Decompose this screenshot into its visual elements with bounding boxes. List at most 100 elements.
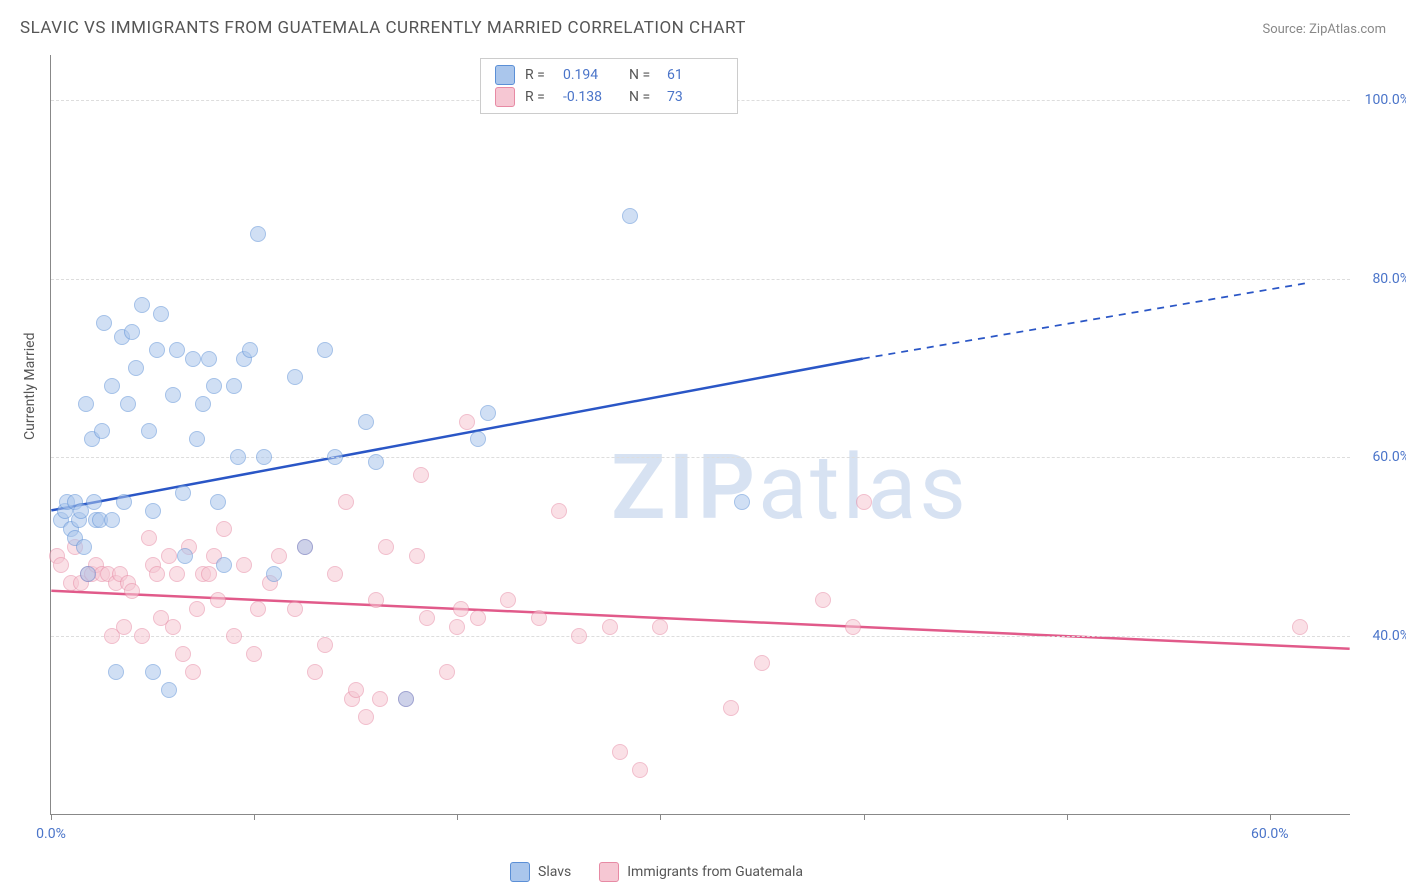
x-tick — [864, 814, 865, 820]
y-axis-title: Currently Married — [22, 333, 38, 440]
data-point-slavs — [287, 369, 303, 385]
n-label: N = — [629, 67, 657, 83]
legend-item-slavs: Slavs — [510, 862, 571, 882]
legend-label-slavs: Slavs — [538, 864, 571, 880]
y-tick-label: 60.0% — [1372, 449, 1406, 465]
data-point-slavs — [96, 315, 112, 331]
x-tick-label: 0.0% — [36, 826, 66, 842]
data-point-slavs — [80, 566, 96, 582]
legend-stats: R = 0.194 N = 61 R = -0.138 N = 73 — [480, 58, 738, 114]
data-point-slavs — [104, 512, 120, 528]
watermark: ZIPatlas — [611, 435, 969, 540]
data-point-guatemala — [612, 744, 628, 760]
data-point-guatemala — [470, 610, 486, 626]
data-point-guatemala — [439, 664, 455, 680]
legend-swatch-slavs — [495, 65, 515, 85]
data-point-guatemala — [531, 610, 547, 626]
data-point-guatemala — [185, 664, 201, 680]
gridline — [51, 279, 1350, 280]
data-point-guatemala — [287, 601, 303, 617]
data-point-slavs — [116, 494, 132, 510]
data-point-guatemala — [175, 646, 191, 662]
data-point-slavs — [242, 342, 258, 358]
data-point-slavs — [120, 396, 136, 412]
data-point-slavs — [161, 682, 177, 698]
data-point-slavs — [210, 494, 226, 510]
data-point-guatemala — [602, 619, 618, 635]
data-point-guatemala — [141, 530, 157, 546]
data-point-guatemala — [236, 557, 252, 573]
data-point-slavs — [177, 548, 193, 564]
data-point-slavs — [317, 342, 333, 358]
data-point-guatemala — [419, 610, 435, 626]
data-point-guatemala — [271, 548, 287, 564]
r-value-slavs: 0.194 — [563, 67, 619, 83]
x-tick — [660, 814, 661, 820]
n-value-slavs: 61 — [667, 67, 723, 83]
data-point-slavs — [76, 539, 92, 555]
trend-lines — [51, 55, 1350, 814]
data-point-slavs — [266, 566, 282, 582]
x-tick — [254, 814, 255, 820]
data-point-guatemala — [652, 619, 668, 635]
data-point-guatemala — [327, 566, 343, 582]
data-point-slavs — [104, 378, 120, 394]
data-point-guatemala — [317, 637, 333, 653]
data-point-slavs — [480, 405, 496, 421]
data-point-slavs — [470, 431, 486, 447]
data-point-slavs — [201, 351, 217, 367]
data-point-guatemala — [134, 628, 150, 644]
data-point-guatemala — [500, 592, 516, 608]
data-point-slavs — [185, 351, 201, 367]
data-point-slavs — [368, 454, 384, 470]
data-point-guatemala — [723, 700, 739, 716]
data-point-guatemala — [189, 601, 205, 617]
legend-label-guatemala: Immigrants from Guatemala — [627, 864, 803, 880]
data-point-guatemala — [124, 583, 140, 599]
x-tick — [51, 814, 52, 820]
data-point-guatemala — [372, 691, 388, 707]
data-point-guatemala — [165, 619, 181, 635]
data-point-slavs — [175, 485, 191, 501]
data-point-slavs — [86, 494, 102, 510]
legend-series: Slavs Immigrants from Guatemala — [510, 862, 803, 882]
data-point-guatemala — [459, 414, 475, 430]
data-point-slavs — [153, 306, 169, 322]
data-point-slavs — [358, 414, 374, 430]
data-point-slavs — [124, 324, 140, 340]
data-point-slavs — [206, 378, 222, 394]
data-point-slavs — [169, 342, 185, 358]
data-point-guatemala — [210, 592, 226, 608]
data-point-guatemala — [348, 682, 364, 698]
data-point-slavs — [94, 423, 110, 439]
data-point-slavs — [141, 423, 157, 439]
data-point-guatemala — [358, 709, 374, 725]
data-point-guatemala — [551, 503, 567, 519]
legend-item-guatemala: Immigrants from Guatemala — [599, 862, 803, 882]
data-point-guatemala — [201, 566, 217, 582]
n-value-guatemala: 73 — [667, 89, 723, 105]
legend-stats-row-slavs: R = 0.194 N = 61 — [495, 65, 723, 85]
data-point-slavs — [165, 387, 181, 403]
data-point-slavs — [734, 494, 750, 510]
data-point-guatemala — [116, 619, 132, 635]
data-point-slavs — [297, 539, 313, 555]
data-point-guatemala — [149, 566, 165, 582]
data-point-guatemala — [632, 762, 648, 778]
data-point-slavs — [226, 378, 242, 394]
data-point-slavs — [78, 396, 94, 412]
data-point-slavs — [216, 557, 232, 573]
data-point-guatemala — [216, 521, 232, 537]
data-point-guatemala — [754, 655, 770, 671]
data-point-slavs — [256, 449, 272, 465]
data-point-guatemala — [53, 557, 69, 573]
data-point-slavs — [145, 503, 161, 519]
plot-area: ZIPatlas 40.0%60.0%80.0%100.0%0.0%60.0% — [50, 55, 1350, 815]
legend-swatch-guatemala — [599, 862, 619, 882]
data-point-guatemala — [449, 619, 465, 635]
data-point-guatemala — [338, 494, 354, 510]
source-label: Source: ZipAtlas.com — [1262, 22, 1386, 37]
data-point-slavs — [327, 449, 343, 465]
r-label: R = — [525, 67, 553, 83]
data-point-guatemala — [161, 548, 177, 564]
